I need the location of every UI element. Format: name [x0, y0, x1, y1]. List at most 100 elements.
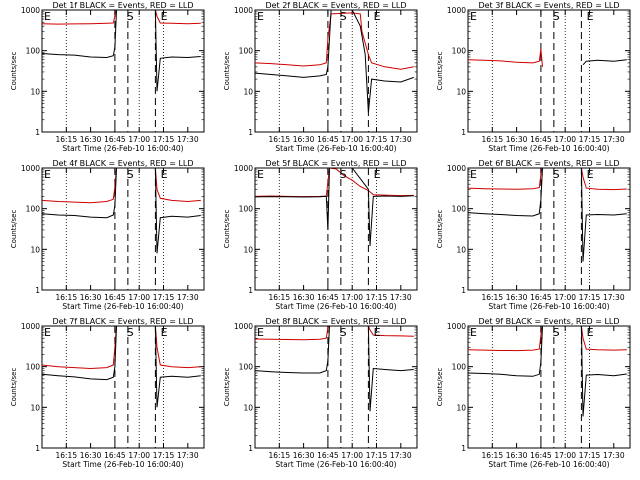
y-tick-label: 100	[26, 363, 41, 372]
chart-title: Det 6f BLACK = Events, RED = LLD	[478, 159, 619, 168]
x-tick-label: 17:30	[603, 293, 625, 302]
chart-panel-4: Det 4f BLACK = Events, RED = LLD 1 10 100 10…	[10, 159, 205, 311]
y-tick-label: 1000	[21, 322, 40, 331]
x-tick-label: 17:00	[128, 293, 150, 302]
chart-panel-3: Det 3f BLACK = Events, RED = LLD 1 10 100 10…	[436, 1, 631, 153]
chart-title: Det 9f BLACK = Events, RED = LLD	[478, 317, 619, 326]
x-tick-label: 16:45	[317, 293, 339, 302]
phase-marker-label: E	[161, 168, 168, 181]
x-tick-label: 17:30	[390, 293, 412, 302]
y-tick-label: 100	[239, 363, 254, 372]
y-tick-label: 100	[452, 363, 467, 372]
x-axis-label: Start Time (26-Feb-10 16:00:40)	[275, 460, 396, 469]
y-axis-label: Counts/sec	[223, 52, 231, 91]
y-tick-label: 100	[26, 205, 41, 214]
x-tick-label: 16:30	[293, 451, 315, 460]
chart-title: Det 8f BLACK = Events, RED = LLD	[265, 317, 406, 326]
chart-title: Det 3f BLACK = Events, RED = LLD	[478, 1, 619, 10]
chart-title: Det 4f BLACK = Events, RED = LLD	[52, 159, 193, 168]
chart-title: Det 1f BLACK = Events, RED = LLD	[52, 1, 193, 10]
y-axis-label: Counts/sec	[436, 210, 444, 249]
y-axis-label: Counts/sec	[436, 52, 444, 91]
x-tick-label: 17:00	[341, 135, 363, 144]
phase-marker-label: E	[587, 326, 594, 339]
y-tick-label: 10	[456, 245, 466, 254]
x-axis-label: Start Time (26-Feb-10 16:00:40)	[488, 460, 609, 469]
y-axis-label: Counts/sec	[223, 368, 231, 407]
y-axis-label: Counts/sec	[10, 52, 18, 91]
phase-marker-label: E	[257, 326, 264, 339]
y-tick-label: 100	[239, 47, 254, 56]
y-axis-label: Counts/sec	[10, 210, 18, 249]
events-series-line	[582, 59, 627, 66]
x-tick-label: 17:15	[153, 293, 175, 302]
y-axis-label: Counts/sec	[223, 210, 231, 249]
phase-marker-label: E	[374, 10, 381, 23]
chart-title: Det 5f BLACK = Events, RED = LLD	[265, 159, 406, 168]
x-tick-label: 16:30	[506, 135, 528, 144]
phase-marker-label: E	[374, 326, 381, 339]
phase-marker-label: E	[161, 10, 168, 23]
x-tick-label: 16:30	[506, 451, 528, 460]
x-tick-label: 16:45	[530, 135, 552, 144]
x-tick-label: 17:15	[366, 293, 388, 302]
x-tick-label: 16:30	[293, 293, 315, 302]
phase-marker-label: S	[340, 326, 347, 339]
x-tick-label: 17:30	[390, 135, 412, 144]
x-tick-label: 16:15	[268, 451, 290, 460]
phase-marker-label: S	[553, 10, 560, 23]
chart-panel-5: Det 5f BLACK = Events, RED = LLD 1 10 100 10…	[223, 159, 418, 311]
chart-panel-6: Det 6f BLACK = Events, RED = LLD 1 10 100 10…	[436, 159, 631, 311]
y-tick-label: 1000	[447, 322, 466, 331]
phase-marker-label: E	[161, 326, 168, 339]
phase-marker-label: S	[340, 10, 347, 23]
x-tick-label: 16:15	[481, 451, 503, 460]
phase-marker-label: S	[553, 326, 560, 339]
lld-series-line	[41, 9, 201, 25]
phase-marker-label: S	[127, 10, 134, 23]
x-tick-label: 16:45	[317, 135, 339, 144]
phase-marker-label: S	[553, 168, 560, 181]
y-tick-label: 1000	[234, 322, 253, 331]
x-tick-label: 16:30	[80, 293, 102, 302]
x-axis-label: Start Time (26-Feb-10 16:00:40)	[275, 144, 396, 153]
x-tick-label: 17:30	[603, 451, 625, 460]
y-tick-label: 10	[456, 87, 466, 96]
x-tick-label: 17:00	[554, 293, 576, 302]
y-tick-label: 1000	[234, 6, 253, 15]
lld-series-line	[254, 325, 414, 341]
y-axis-label: Counts/sec	[10, 368, 18, 407]
phase-marker-label: E	[374, 168, 381, 181]
phase-marker-label: E	[44, 326, 51, 339]
y-tick-label: 1	[248, 286, 253, 295]
lld-series-line	[254, 12, 414, 70]
y-axis-label: Counts/sec	[436, 368, 444, 407]
y-tick-label: 1	[461, 444, 466, 453]
chart-title: Det 7f BLACK = Events, RED = LLD	[52, 317, 193, 326]
x-axis-label: Start Time (26-Feb-10 16:00:40)	[62, 460, 183, 469]
x-axis-label: Start Time (26-Feb-10 16:00:40)	[275, 302, 396, 311]
x-tick-label: 16:15	[481, 135, 503, 144]
events-series-line	[41, 325, 201, 408]
y-tick-label: 10	[243, 403, 253, 412]
x-tick-label: 17:00	[341, 293, 363, 302]
chart-panel-7: Det 7f BLACK = Events, RED = LLD 1 10 100 10…	[10, 317, 205, 469]
y-tick-label: 1000	[21, 164, 40, 173]
y-tick-label: 100	[239, 205, 254, 214]
x-tick-label: 17:15	[579, 293, 601, 302]
chart-panel-2: Det 2f BLACK = Events, RED = LLD 1 10 100 10…	[223, 1, 418, 153]
y-tick-label: 10	[456, 403, 466, 412]
x-tick-label: 16:15	[55, 135, 77, 144]
x-tick-label: 16:30	[80, 451, 102, 460]
x-tick-label: 16:30	[293, 135, 315, 144]
events-series-line	[254, 9, 414, 113]
y-tick-label: 1	[461, 128, 466, 137]
x-tick-label: 17:00	[341, 451, 363, 460]
y-tick-label: 1	[35, 128, 40, 137]
x-tick-label: 17:00	[128, 135, 150, 144]
x-axis-label: Start Time (26-Feb-10 16:00:40)	[488, 302, 609, 311]
x-tick-label: 17:00	[554, 135, 576, 144]
y-tick-label: 100	[452, 47, 467, 56]
x-tick-label: 17:15	[366, 135, 388, 144]
events-series-line	[467, 167, 627, 262]
